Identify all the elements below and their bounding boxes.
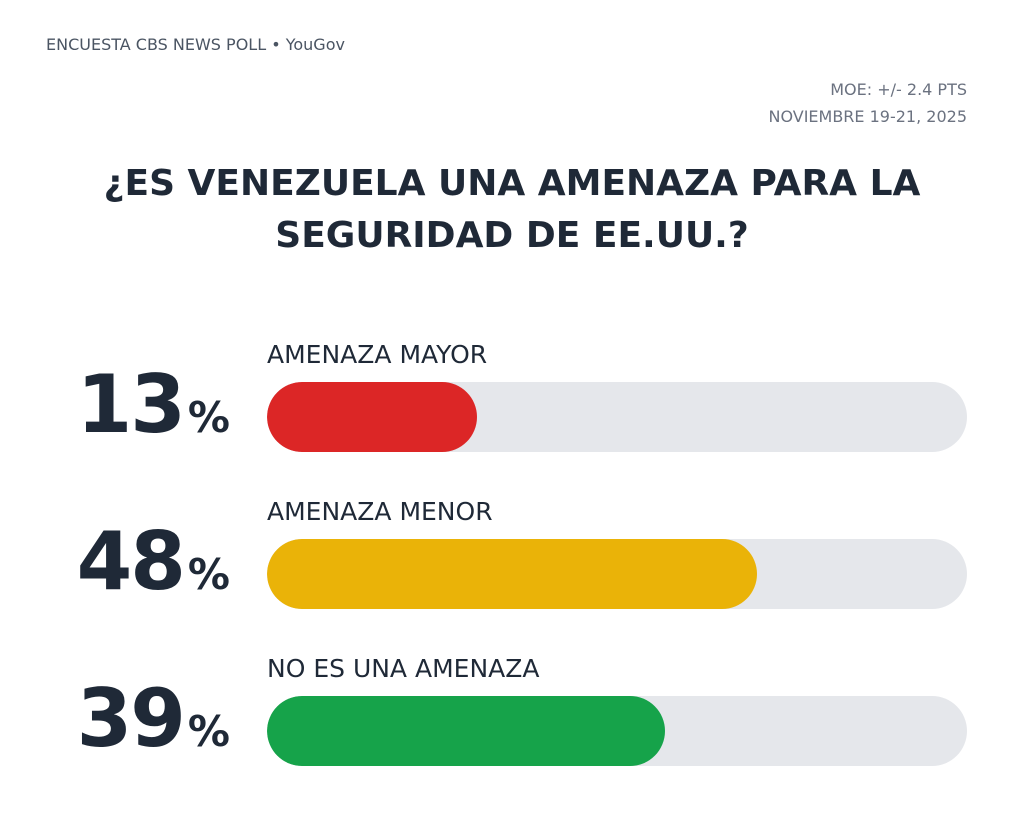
value-label: 48%: [77, 517, 230, 620]
moe: MOE: +/- 2.4 PTS: [830, 80, 967, 99]
category-label: NO ES UNA AMENAZA: [267, 654, 540, 683]
value-number: 39: [76, 672, 186, 765]
bar: [267, 539, 757, 609]
value-label: 13%: [77, 360, 230, 463]
chart-title-text: ¿ES VENEZUELA UNA AMENAZA PARA LA SEGURI…: [103, 163, 921, 256]
chart-title: ¿ES VENEZUELA UNA AMENAZA PARA LA SEGURI…: [0, 158, 1024, 262]
meta-block: MOE: +/- 2.4 PTS NOVIEMBRE 19-21, 2025: [768, 76, 967, 130]
value-label: 39%: [77, 674, 230, 777]
bar-track: [267, 382, 967, 452]
bar-row: 39% NO ES UNA AMENAZA: [0, 654, 1024, 814]
percent-sign: %: [187, 707, 230, 756]
bar-row: 48% AMENAZA MENOR: [0, 497, 1024, 657]
percent-sign: %: [187, 393, 230, 442]
bar-row: 13% AMENAZA MAYOR: [0, 340, 1024, 500]
percent-sign: %: [187, 550, 230, 599]
poll-dates: NOVIEMBRE 19-21, 2025: [768, 107, 967, 126]
bar-track: [267, 696, 967, 766]
category-label: AMENAZA MAYOR: [267, 340, 488, 369]
bar: [267, 696, 665, 766]
value-number: 48: [76, 515, 186, 608]
value-number: 13: [76, 358, 186, 451]
source-line: ENCUESTA CBS NEWS POLL • YouGov: [46, 35, 345, 54]
category-label: AMENAZA MENOR: [267, 497, 493, 526]
bar: [267, 382, 477, 452]
bar-track: [267, 539, 967, 609]
